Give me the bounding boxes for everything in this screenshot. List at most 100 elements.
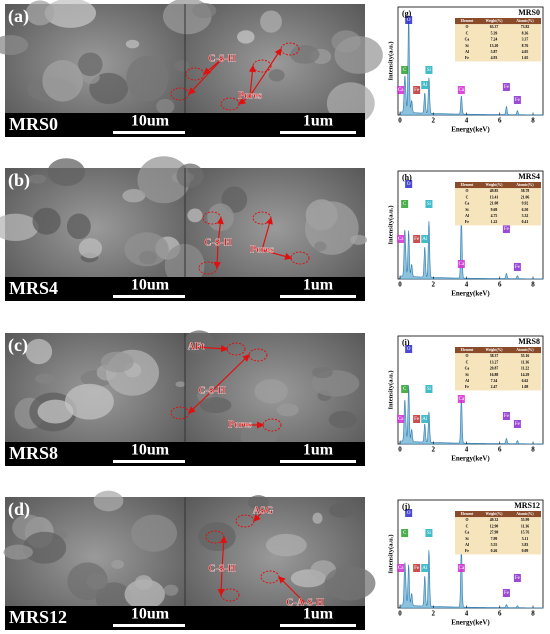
peak-label-box	[401, 66, 409, 74]
table-header-bg	[455, 182, 541, 189]
particle	[42, 60, 84, 102]
particle	[125, 39, 140, 49]
table-cell: Al	[465, 214, 469, 218]
x-tick-label: 0	[398, 117, 402, 125]
table-header-bg	[455, 511, 541, 518]
particle	[131, 514, 178, 552]
table-cell: 5.87	[491, 50, 498, 54]
x-tick-label: 0	[398, 446, 402, 454]
table-cell: 15.76	[521, 531, 530, 535]
particle	[199, 397, 232, 413]
x-tick-label: 6	[498, 117, 502, 125]
peak-label-box	[401, 529, 409, 537]
particle	[137, 156, 191, 204]
peak-label: C	[403, 202, 407, 207]
particle	[324, 565, 376, 601]
table-cell: 6.62	[522, 379, 529, 383]
table-cell: 3.83	[522, 543, 529, 547]
annotation-label: C-S-H	[204, 237, 231, 248]
scale-label: 1um	[303, 606, 334, 623]
sem-panel: (c) MRS8 10um 1um AFt C-S-H Pores	[5, 330, 365, 466]
scale-bar	[113, 131, 185, 134]
particle	[187, 208, 203, 223]
table-cell: 14.29	[521, 373, 530, 377]
particle	[156, 98, 175, 115]
chart-label: (i)	[402, 338, 410, 347]
peak-label-box	[457, 86, 465, 94]
scale-label: 10um	[131, 113, 170, 130]
table-cell: 4.05	[522, 50, 529, 54]
peak-label-box	[397, 415, 405, 423]
table-cell: O	[466, 518, 469, 522]
annotation-label: C-S-H	[208, 53, 235, 64]
peak-label-box	[405, 180, 413, 188]
table-cell: Fe	[465, 385, 469, 389]
scale-bar	[113, 624, 185, 627]
peak-label-box	[413, 415, 421, 423]
annotation-ring	[220, 588, 240, 602]
x-tick-label: 2	[432, 117, 436, 125]
scale-bar	[113, 460, 185, 463]
table-cell: C	[466, 31, 469, 35]
annotation-arrow	[211, 354, 250, 392]
table-cell: 38.37	[490, 354, 499, 358]
y-axis-title: Intensity(a.u.)	[387, 370, 394, 409]
peak-label: Fe	[414, 566, 420, 571]
annotation-arrow	[220, 535, 228, 570]
annotation-arrow	[188, 390, 213, 414]
spectrum	[399, 547, 544, 609]
peak-label: Ca	[398, 417, 404, 422]
particle	[47, 158, 85, 186]
particle	[35, 373, 56, 384]
table-cell: Ca	[465, 367, 470, 371]
peak-label: Ca	[398, 566, 404, 571]
annotation-label: Pores	[228, 419, 252, 430]
table-header-bg	[455, 18, 541, 25]
chart-sample: MRS4	[518, 172, 540, 181]
peak-label: Fe	[515, 422, 521, 427]
table-cell: 1.65	[522, 56, 529, 60]
x-tick-label: 6	[498, 281, 502, 289]
table-header: Weight(%)	[486, 348, 504, 352]
annotation-ring	[226, 342, 246, 356]
x-tick-label: 4	[465, 446, 469, 454]
annotation-label: Pores	[238, 90, 262, 101]
particle	[124, 232, 169, 267]
spectrum	[399, 218, 544, 280]
chart-label: (g)	[402, 9, 412, 18]
peak-label: C	[403, 387, 407, 392]
table-cell: Al	[465, 50, 469, 54]
peak-label-box	[421, 235, 429, 243]
table-cell: 0.41	[522, 220, 529, 224]
table-cell: 4.75	[491, 214, 498, 218]
sample-name: MRS12	[9, 607, 67, 627]
panel-label: (d)	[8, 499, 30, 520]
peak-label: Fe	[414, 237, 420, 242]
particle	[3, 544, 33, 560]
annotation-arrow	[261, 216, 273, 251]
scale-label: 1um	[303, 113, 334, 130]
peak-label-box	[457, 395, 465, 403]
table-cell: 2.47	[491, 385, 498, 389]
peak-label-box	[397, 235, 405, 243]
sample-name: MRS0	[9, 114, 58, 134]
peak-label-box	[413, 235, 421, 243]
annotation-arrow	[248, 64, 256, 97]
x-tick-label: 6	[498, 610, 502, 618]
peak-label-box	[405, 509, 413, 517]
particle	[268, 69, 285, 82]
particle	[64, 383, 114, 420]
annotation-arrow	[188, 58, 223, 95]
particle	[124, 579, 165, 610]
particle	[135, 575, 153, 590]
table-cell: 58.78	[521, 189, 530, 193]
table-header: Element	[461, 183, 475, 187]
peak-label: Si	[427, 202, 432, 207]
table-cell: Al	[465, 379, 469, 383]
table-cell: 11.36	[521, 524, 529, 528]
table-header: Weight(%)	[486, 19, 504, 23]
annotation-arrow	[261, 249, 293, 260]
chart-label: (h)	[402, 173, 412, 182]
